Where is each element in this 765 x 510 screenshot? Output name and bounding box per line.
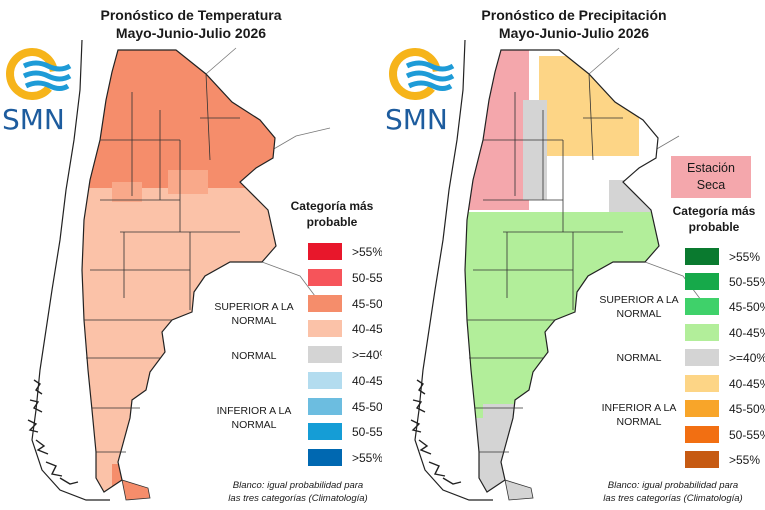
argentina-outline: [81, 49, 277, 493]
legend-swatch: [685, 298, 719, 315]
coastline-west: [414, 39, 493, 501]
argentina-outline: [464, 49, 660, 493]
region-grey-patch-4: [483, 404, 523, 424]
dry-season-box: Estación Seca: [671, 156, 751, 198]
legend-swatch: [685, 273, 719, 290]
group-label-normal: NORMAL: [231, 350, 277, 362]
precipitation-map: [410, 39, 702, 501]
region-grey-patch-1: [523, 100, 547, 200]
legend-label: >=40%: [729, 351, 765, 365]
legend-swatch: [685, 375, 719, 392]
tierra-del-fuego: [504, 479, 534, 501]
legend-label: >55%: [729, 250, 761, 264]
group-label-lower: INFERIOR A LA NORMAL: [216, 405, 292, 431]
legend-swatch: [685, 324, 719, 341]
footnote: Blanco: igual probabilidad para las tres…: [603, 480, 743, 504]
logo-text: SMN: [2, 103, 65, 136]
legend-swatch: [308, 398, 342, 415]
legend-swatch: [308, 269, 342, 286]
legend-swatch: [308, 449, 342, 466]
footnote: Blanco: igual probabilidad para las tres…: [228, 480, 368, 504]
coastline-west: [31, 39, 110, 501]
legend-label: >=40%: [352, 348, 382, 362]
coastline-islands: [27, 379, 79, 485]
group-label-lower: INFERIOR A LA NORMAL: [601, 402, 677, 428]
legend-swatch: [308, 320, 342, 337]
temperature-map: [27, 39, 331, 501]
temperature-forecast-panel: Pronóstico de Temperatura Mayo-Junio-Jul…: [0, 0, 382, 510]
legend-swatch: [685, 349, 719, 366]
legend-swatch: [685, 426, 719, 443]
legend-swatch: [685, 400, 719, 417]
legend-label: 50-55%: [729, 275, 765, 289]
legend-swatch: [308, 295, 342, 312]
legend-label: 40-45%: [352, 322, 382, 336]
legend-label: 45-50%: [352, 297, 382, 311]
precipitation-forecast-panel: Pronóstico de Precipitación Mayo-Junio-J…: [383, 0, 765, 510]
legend-label: 45-50%: [729, 402, 765, 416]
legend-label: 40-45%: [352, 374, 382, 388]
legend-swatch: [685, 451, 719, 468]
legend-label: 50-55%: [729, 428, 765, 442]
smn-logo-icon: [389, 48, 455, 100]
title-line-1: Pronóstico de Precipitación: [481, 7, 667, 23]
coastline-islands: [410, 379, 462, 485]
legend-label: 50-55%: [352, 271, 382, 285]
smn-logo: SMN: [2, 46, 72, 138]
smn-logo-icon: [6, 48, 72, 100]
neighbor-border: [588, 47, 702, 301]
title-line-2: Mayo-Junio-Julio 2026: [498, 25, 650, 41]
group-label-normal: NORMAL: [616, 352, 662, 364]
legend-label: 40-45%: [729, 377, 765, 391]
tierra-del-fuego: [121, 479, 151, 501]
neighbor-border: [205, 47, 331, 301]
title-line-2: Mayo-Junio-Julio 2026: [115, 25, 267, 41]
region-patch-2: [112, 182, 142, 202]
legend-title: Categoría más probable: [672, 204, 756, 234]
region-patch-1: [168, 170, 208, 194]
legend-label: 45-50%: [352, 400, 382, 414]
map-title: Pronóstico de Temperatura Mayo-Junio-Jul…: [0, 6, 382, 42]
legend-label: 50-55%: [352, 425, 382, 439]
legend-label: >55%: [352, 245, 382, 259]
legend-label: 45-50%: [729, 300, 765, 314]
legend-label: >55%: [352, 451, 382, 465]
group-label-upper: SUPERIOR A LA NORMAL: [214, 301, 294, 327]
title-line-1: Pronóstico de Temperatura: [100, 7, 282, 23]
legend-swatch: [308, 372, 342, 389]
smn-logo: SMN: [385, 46, 455, 138]
legend-label: >55%: [729, 453, 761, 467]
legend-swatch: [308, 243, 342, 260]
province-borders: [467, 73, 623, 453]
logo-text: SMN: [385, 103, 448, 136]
group-label-upper: SUPERIOR A LA NORMAL: [599, 294, 679, 320]
legend-title: Categoría más probable: [290, 199, 374, 229]
legend-swatch: [685, 248, 719, 265]
legend-swatch: [308, 423, 342, 440]
legend-swatch: [308, 346, 342, 363]
region-north-dry-40-45: [539, 56, 639, 156]
legend-label: 40-45%: [729, 326, 765, 340]
map-title: Pronóstico de Precipitación Mayo-Junio-J…: [383, 6, 765, 42]
province-borders: [84, 73, 240, 453]
